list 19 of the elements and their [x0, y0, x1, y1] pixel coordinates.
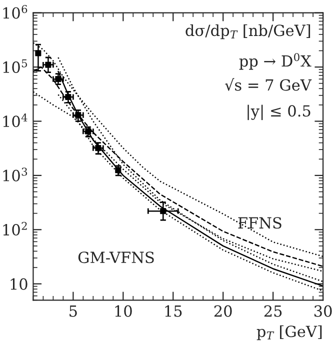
x-tick-label: 10 — [115, 305, 132, 317]
y-tick-label: 10$^{3}$ — [3, 168, 28, 182]
x-tick-label: 20 — [214, 305, 232, 317]
annotation: GM-VFNS — [78, 252, 154, 264]
y-tick-label: 10$^{5}$ — [3, 59, 28, 73]
annotation: pp → D$^{0}$X — [239, 53, 312, 70]
y-tick-label: 10 — [10, 278, 28, 290]
x-tick-label: 25 — [264, 305, 282, 317]
annotation: FFNS — [238, 217, 282, 229]
y-tick-label: 10$^{4}$ — [3, 113, 28, 128]
y-tick-label: 10$^{6}$ — [3, 5, 28, 19]
x-tick-label: 5 — [70, 305, 77, 317]
y-tick-label: 10$^{2}$ — [3, 222, 27, 236]
x-tick-label: 15 — [165, 305, 182, 317]
annotation: √s = 7 GeV — [224, 78, 312, 91]
x-tick-label: 30 — [314, 305, 332, 317]
annotation: |y| ≤ 0.5 — [248, 104, 310, 120]
y-axis-title: dσ/dp$_{T}$ [nb/GeV] — [186, 24, 310, 40]
x-axis-title: p$_{T}$ [GeV] — [256, 325, 322, 340]
